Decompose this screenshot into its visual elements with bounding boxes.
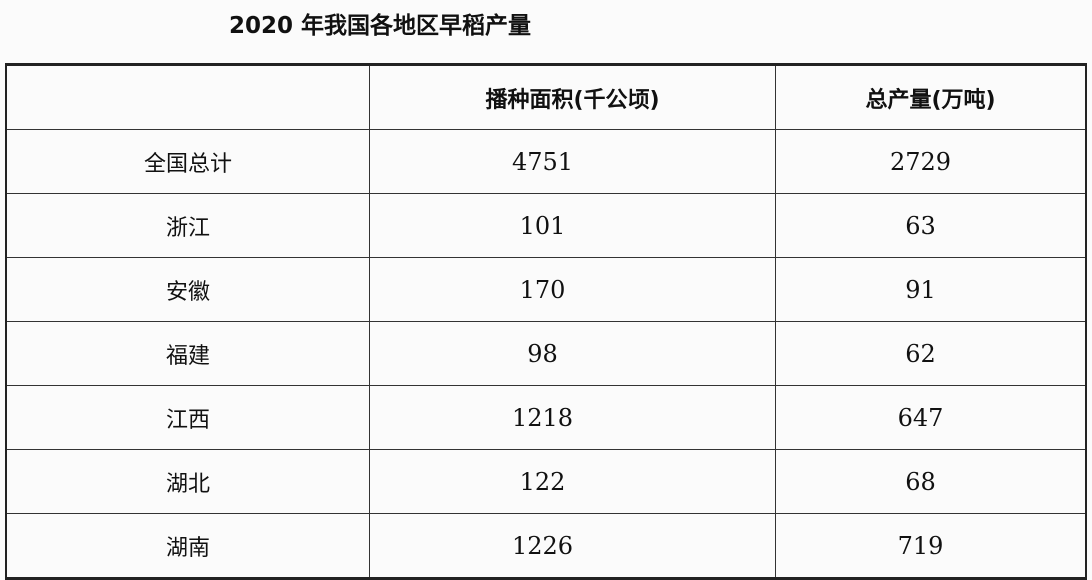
output-cell: 719 <box>775 513 1087 579</box>
region-cell: 湖南 <box>5 513 370 579</box>
output-cell: 62 <box>775 321 1087 386</box>
output-cell: 63 <box>775 193 1087 258</box>
output-cell: 2729 <box>775 129 1087 194</box>
area-cell: 170 <box>369 257 776 322</box>
area-cell: 122 <box>369 449 776 514</box>
header-area: 播种面积(千公顷) <box>369 64 776 130</box>
table-row: 浙江 101 63 <box>5 193 1087 258</box>
region-cell: 浙江 <box>5 193 370 258</box>
area-cell: 1218 <box>369 385 776 450</box>
table-row: 全国总计 4751 2729 <box>5 129 1087 194</box>
table-header-row: 播种面积(千公顷) 总产量(万吨) <box>5 64 1087 130</box>
table-row: 福建 98 62 <box>5 321 1087 386</box>
table-row: 江西 1218 647 <box>5 385 1087 450</box>
table-row: 湖南 1226 719 <box>5 513 1087 579</box>
region-cell: 安徽 <box>5 257 370 322</box>
table-row: 湖北 122 68 <box>5 449 1087 514</box>
area-cell: 4751 <box>369 129 776 194</box>
output-cell: 68 <box>775 449 1087 514</box>
region-cell: 全国总计 <box>5 129 370 194</box>
region-cell: 江西 <box>5 385 370 450</box>
header-output: 总产量(万吨) <box>775 64 1087 130</box>
area-cell: 101 <box>369 193 776 258</box>
area-cell: 98 <box>369 321 776 386</box>
table-row: 安徽 170 91 <box>5 257 1087 322</box>
region-cell: 湖北 <box>5 449 370 514</box>
table-title: 2020 年我国各地区早稻产量 <box>228 13 532 39</box>
output-cell: 91 <box>775 257 1087 322</box>
output-cell: 647 <box>775 385 1087 450</box>
region-cell: 福建 <box>5 321 370 386</box>
header-region <box>5 64 370 130</box>
rice-production-table: 播种面积(千公顷) 总产量(万吨) 全国总计 4751 2729 浙江 101 63 安徽 1… <box>5 63 1087 580</box>
area-cell: 1226 <box>369 513 776 579</box>
